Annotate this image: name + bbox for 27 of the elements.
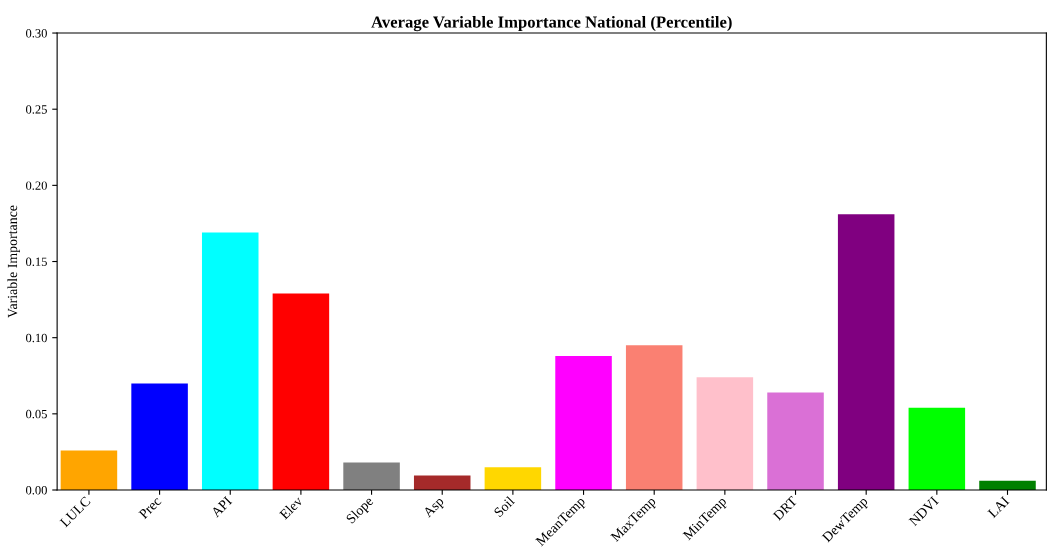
bar [625, 345, 683, 490]
bar [272, 293, 330, 490]
y-tick-label: 0.30 [26, 29, 47, 38]
y-tick-label: 0.25 [26, 105, 47, 114]
y-tick-label: 0.10 [26, 333, 47, 343]
x-tick-label: API [210, 495, 233, 518]
y-tick-label: 0.05 [26, 409, 47, 419]
bar [696, 377, 754, 490]
bar [131, 383, 188, 490]
bar [555, 355, 612, 490]
bar [343, 462, 400, 490]
y-tick-label: 0.15 [26, 257, 47, 267]
x-tick-label: Asp [422, 495, 447, 520]
bar [201, 232, 259, 490]
bar [767, 392, 824, 490]
y-tick-label: 0.00 [26, 486, 47, 495]
bar [484, 467, 542, 490]
x-tick-label: Soil [493, 495, 516, 518]
x-tick-label: Prec [138, 495, 162, 520]
bar [837, 214, 895, 490]
bar [908, 407, 966, 490]
y-axis-title: Variable Importance [7, 205, 20, 318]
y-tick-label: 0.20 [26, 181, 47, 190]
chart-title: Average Variable Importance National (Percentile) [371, 15, 732, 32]
x-tick-label: Elev [278, 495, 304, 520]
x-tick-label: LAI [987, 495, 1010, 519]
bar [60, 450, 118, 490]
